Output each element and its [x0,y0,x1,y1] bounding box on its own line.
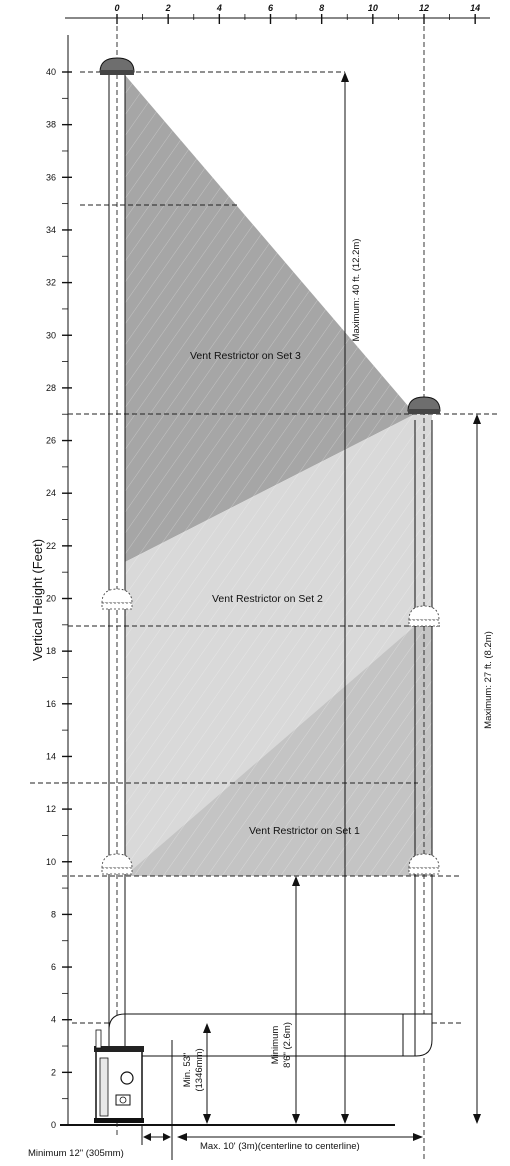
dimension-min-12 [141,1040,173,1160]
vent-pipes [108,75,433,1071]
y-tick-label: 8 [51,909,56,919]
dimension-min-86 [292,876,300,1124]
y-tick-label: 6 [51,962,56,972]
stove-icon [94,1029,144,1123]
vent-restrictor-marker-icon [101,588,133,610]
label-min-53-line1: Min. 53" [182,1053,193,1088]
y-tick-label: 38 [46,120,56,130]
region-label-set1: Vent Restrictor on Set 1 [249,825,360,837]
vent-cap-icon [407,396,441,414]
y-tick-label: 10 [46,857,56,867]
x-tick-label: 14 [470,3,480,13]
y-tick-label: 2 [51,1067,56,1077]
shaded-regions [125,75,432,876]
label-min-86-line2: 8'6" (2.6m) [282,1022,293,1068]
y-tick-label: 20 [46,594,56,604]
dimension-max-27 [473,414,481,1124]
y-tick-label: 40 [46,67,56,77]
y-tick-label: 28 [46,383,56,393]
y-tick-label: 26 [46,436,56,446]
dimension-max-10 [177,1133,423,1141]
label-max-40: Maximum: 40 ft. (12.2m) [351,239,362,342]
label-max-10: Max. 10' (3m)(centerline to centerline) [200,1141,360,1152]
y-tick-label: 12 [46,804,56,814]
vent-cap-icon [99,57,135,75]
x-tick-label: 6 [268,3,274,13]
region-label-set2: Vent Restrictor on Set 2 [212,593,323,605]
y-tick-label: 32 [46,278,56,288]
vent-restrictor-marker-icon [101,853,133,875]
y-axis-title: Vertical Height (Feet) [30,539,45,661]
x-tick-label: 12 [419,3,429,13]
y-tick-label: 0 [51,1120,56,1130]
y-tick-label: 30 [46,330,56,340]
dimension-max-40 [341,72,349,1124]
y-tick-label: 24 [46,488,56,498]
x-axis: 0 2 4 6 8 10 12 14 [65,3,490,24]
x-tick-label: 2 [165,3,171,13]
y-tick-label: 14 [46,751,56,761]
y-tick-label: 22 [46,541,56,551]
label-min-12: Minimum 12" (305mm) [28,1148,124,1159]
dimension-min-53 [203,1023,211,1124]
x-tick-label: 4 [216,3,222,13]
y-tick-label: 16 [46,699,56,709]
vent-restrictor-marker-icon [408,605,440,627]
label-min-86-line1: Minimum [270,1026,281,1065]
label-max-27: Maximum: 27 ft. (8.2m) [483,631,494,729]
x-tick-label: 10 [368,3,378,13]
x-tick-label: 0 [114,3,119,13]
region-label-set3: Vent Restrictor on Set 3 [190,350,301,362]
y-tick-label: 36 [46,172,56,182]
x-tick-label: 8 [319,3,324,13]
label-min-53-line2: (1346mm) [194,1048,205,1091]
y-tick-label: 4 [51,1015,56,1025]
y-tick-label: 18 [46,646,56,656]
vent-restrictor-marker-icon [408,853,440,875]
y-tick-label: 34 [46,225,56,235]
